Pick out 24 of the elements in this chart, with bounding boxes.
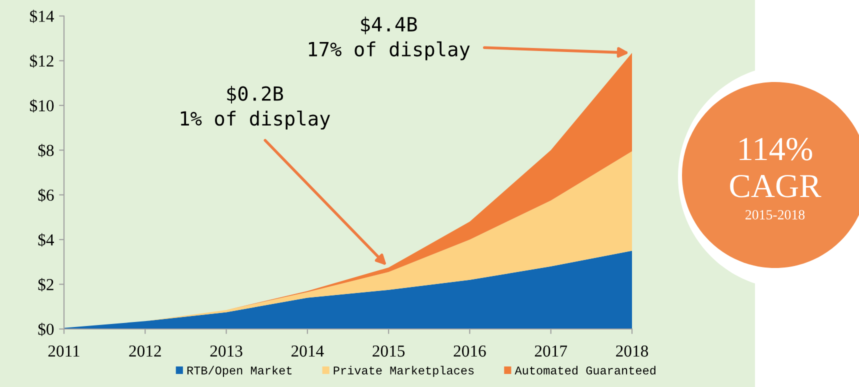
annotation: $0.2B 1% of display: [180, 86, 330, 130]
annotation: $4.4B 17% of display: [308, 16, 470, 60]
y-tick-label: $14: [30, 10, 54, 24]
x-tick-label: 2017: [534, 345, 568, 357]
y-tick-label: $8: [38, 144, 54, 158]
text: CAGR: [730, 174, 822, 198]
x-tick-label: 2016: [454, 345, 486, 357]
text: 114%: [740, 138, 812, 160]
x-tick-label: 2011: [48, 345, 80, 357]
y-tick-label: $6: [38, 188, 54, 202]
x-tick-label: 2012: [129, 345, 161, 357]
x-tick-label: 2014: [291, 345, 324, 357]
legend-label: Automated Guaranteed: [514, 366, 656, 375]
legend-label: RTB/Open Market: [187, 366, 292, 377]
y-tick-label: $0: [38, 322, 54, 336]
legend-label: Private Marketplaces: [334, 366, 474, 377]
y-tick-label: $2: [38, 278, 54, 292]
y-tick-label: $4: [38, 233, 54, 247]
x-tick-label: 2013: [210, 345, 242, 357]
x-tick-label: 2018: [616, 345, 648, 357]
y-tick-label: $12: [30, 54, 54, 68]
text: 2015-2018: [746, 210, 805, 220]
x-tick-label: 2015: [372, 345, 405, 357]
y-tick-label: $10: [30, 99, 54, 112]
